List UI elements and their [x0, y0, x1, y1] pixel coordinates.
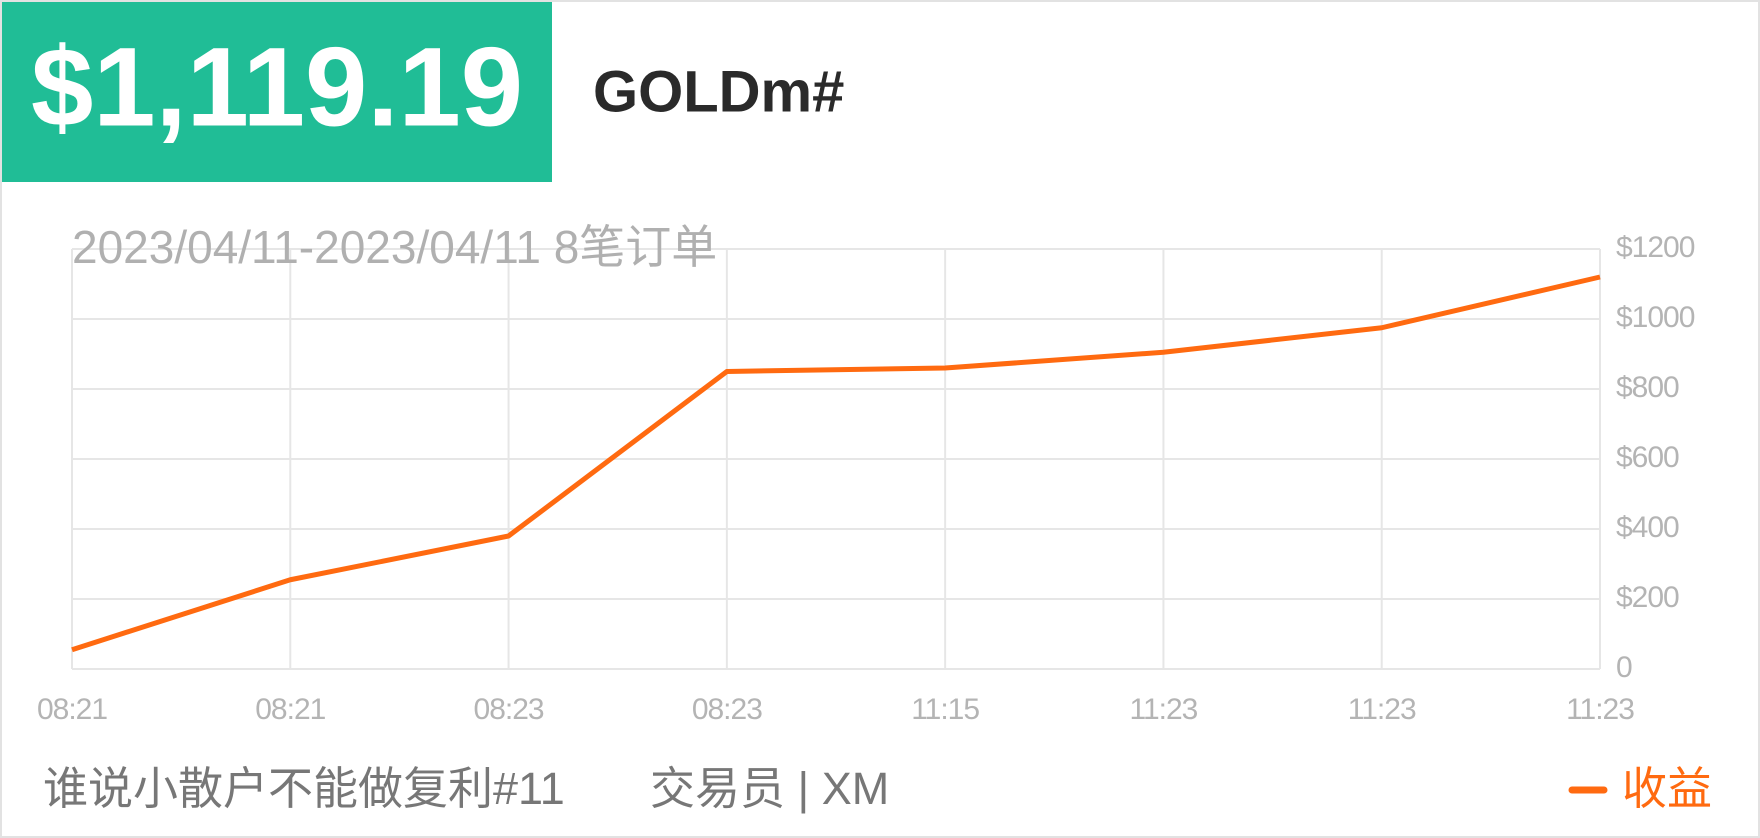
legend-label: 收益 [1622, 763, 1712, 814]
y-tick-label: $400 [1616, 511, 1679, 544]
symbol: GOLDm# [593, 59, 844, 124]
y-tick-label: $1000 [1616, 301, 1695, 334]
x-tick-label: 08:21 [255, 693, 325, 726]
amount: $1,119.19 [31, 25, 523, 150]
plot: 0 $200 $400 $600 $800 $1000 $1200 08:21 08:21 08:… [37, 231, 1696, 726]
x-tick-label: 08:21 [37, 693, 107, 726]
amount-box [2, 2, 552, 182]
y-tick-label: $800 [1616, 371, 1679, 404]
chart-title: 2023/04/11-2023/04/11 8笔订单 [72, 221, 717, 273]
x-tick-label: 08:23 [474, 693, 544, 726]
y-tick-label: $600 [1616, 441, 1679, 474]
strategy-name: 谁说小散户不能做复利#11 [43, 763, 565, 814]
x-tick-label: 11:15 [911, 693, 979, 726]
x-tick-label: 11:23 [1129, 693, 1197, 726]
trader: 交易员 | XM [650, 763, 889, 814]
y-tick-label: $1200 [1616, 231, 1695, 264]
y-tick-label: 0 [1616, 651, 1632, 684]
line [71, 274, 1601, 653]
x-tick-label: 08:23 [692, 693, 762, 726]
legend: 收益 [1568, 763, 1712, 814]
y-tick-label: $200 [1616, 581, 1679, 614]
x-tick-label: 11:23 [1348, 693, 1416, 726]
x-tick-label: 11:23 [1566, 693, 1634, 726]
